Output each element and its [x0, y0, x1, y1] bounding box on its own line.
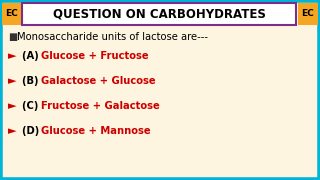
- Text: Monosaccharide units of lactose are---: Monosaccharide units of lactose are---: [17, 32, 208, 42]
- Text: ■: ■: [8, 32, 17, 42]
- Text: Glucose + Mannose: Glucose + Mannose: [41, 126, 151, 136]
- Text: ►: ►: [8, 126, 17, 136]
- Text: ►: ►: [8, 76, 17, 86]
- Text: (A): (A): [22, 51, 42, 61]
- Text: ►: ►: [8, 51, 17, 61]
- Text: (B): (B): [22, 76, 42, 86]
- Bar: [22, 3, 296, 25]
- Text: Galactose + Glucose: Galactose + Glucose: [41, 76, 156, 86]
- Text: Fructose + Galactose: Fructose + Galactose: [41, 101, 160, 111]
- Text: Glucose + Fructose: Glucose + Fructose: [41, 51, 148, 61]
- Text: EC: EC: [6, 10, 18, 19]
- Text: (C): (C): [22, 101, 42, 111]
- Bar: [2, 3, 22, 25]
- Text: (D): (D): [22, 126, 43, 136]
- Text: ►: ►: [8, 101, 17, 111]
- Bar: [298, 3, 318, 25]
- Text: EC: EC: [302, 10, 314, 19]
- Text: QUESTION ON CARBOHYDRATES: QUESTION ON CARBOHYDRATES: [52, 8, 265, 21]
